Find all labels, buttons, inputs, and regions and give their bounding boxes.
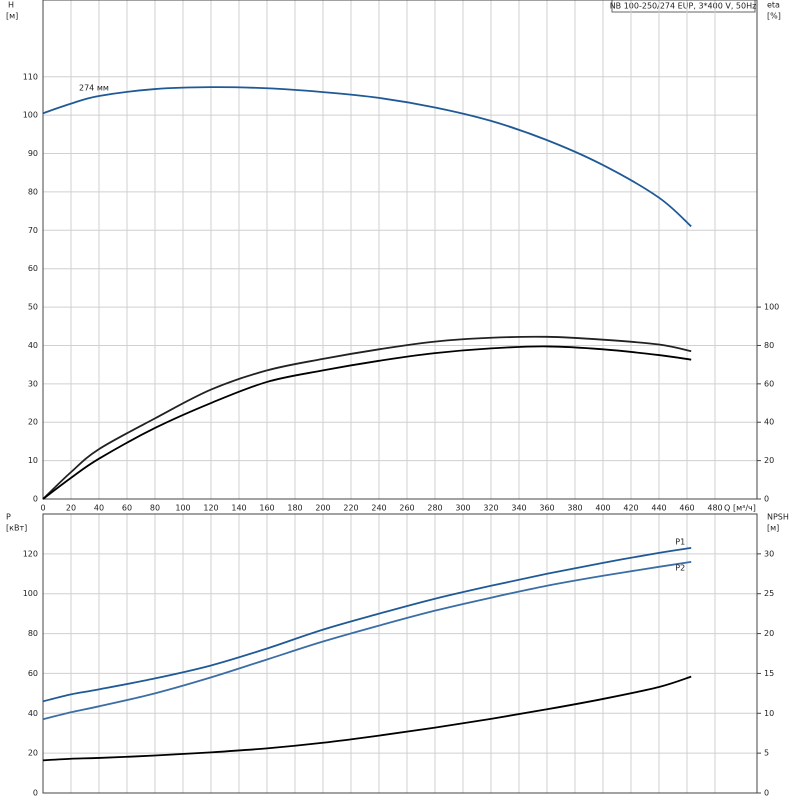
x-tick-label: 20 bbox=[66, 504, 76, 513]
x-tick-label: 340 bbox=[511, 504, 526, 513]
x-tick-label: 240 bbox=[371, 504, 386, 513]
x-tick-label: 180 bbox=[287, 504, 302, 513]
curve bbox=[42, 675, 692, 762]
x-tick-label: 200 bbox=[315, 504, 330, 513]
series-label: P2 bbox=[675, 563, 685, 572]
y2-tick-label: 0 bbox=[764, 789, 769, 798]
y2-tick-label: 0 bbox=[764, 495, 769, 504]
y-axis-unit: [кВт] bbox=[6, 524, 27, 533]
x-axis-unit: [м³/ч] bbox=[733, 504, 756, 513]
y-tick-label: 80 bbox=[28, 187, 38, 196]
y-tick-label: 80 bbox=[28, 629, 38, 638]
x-tick-label: 300 bbox=[455, 504, 470, 513]
y-tick-label: 40 bbox=[28, 341, 38, 350]
y2-tick-label: 30 bbox=[764, 549, 774, 558]
x-tick-label: 140 bbox=[231, 504, 246, 513]
series-label: P1 bbox=[675, 537, 685, 546]
y2-tick-label: 5 bbox=[764, 749, 769, 758]
y-tick-label: 30 bbox=[28, 379, 38, 388]
curve bbox=[42, 86, 692, 228]
x-tick-label: 0 bbox=[40, 504, 45, 513]
y2-axis-label: NPSH bbox=[767, 513, 789, 522]
y2-tick-label: 20 bbox=[764, 629, 774, 638]
y-tick-label: 40 bbox=[28, 709, 38, 718]
y-tick-label: 60 bbox=[28, 264, 38, 273]
x-tick-label: 440 bbox=[651, 504, 666, 513]
x-tick-label: 380 bbox=[567, 504, 582, 513]
x-tick-label: 80 bbox=[150, 504, 160, 513]
curve bbox=[42, 560, 692, 721]
x-tick-label: 360 bbox=[539, 504, 554, 513]
y-tick-label: 60 bbox=[28, 669, 38, 678]
y2-axis-label: eta bbox=[767, 1, 780, 10]
x-tick-label: 60 bbox=[122, 504, 132, 513]
curve bbox=[42, 335, 692, 500]
x-tick-label: 220 bbox=[343, 504, 358, 513]
y-axis-label: H bbox=[8, 1, 14, 10]
x-tick-label: 40 bbox=[94, 504, 104, 513]
y-tick-label: 0 bbox=[33, 789, 38, 798]
y-tick-label: 20 bbox=[28, 749, 38, 758]
y2-tick-label: 80 bbox=[764, 341, 774, 350]
chart-title: NB 100-250/274 EUP, 3*400 V, 50Hz bbox=[610, 2, 757, 11]
x-tick-label: 460 bbox=[679, 504, 694, 513]
y-tick-label: 100 bbox=[23, 589, 38, 598]
x-tick-label: 280 bbox=[427, 504, 442, 513]
curve bbox=[42, 345, 692, 500]
y2-axis-unit: [м] bbox=[767, 524, 779, 533]
x-tick-label: 400 bbox=[595, 504, 610, 513]
y2-tick-label: 15 bbox=[764, 669, 774, 678]
y-axis-unit: [м] bbox=[6, 12, 18, 21]
y2-tick-label: 60 bbox=[764, 379, 774, 388]
y-axis-label: P bbox=[6, 513, 11, 522]
y2-axis-unit: [%] bbox=[767, 12, 781, 21]
y-tick-label: 70 bbox=[28, 226, 38, 235]
y2-tick-label: 40 bbox=[764, 418, 774, 427]
curve-label: 274 мм bbox=[79, 83, 109, 92]
y-tick-label: 120 bbox=[23, 549, 38, 558]
plot-frame bbox=[42, 513, 758, 794]
y-tick-label: 50 bbox=[28, 303, 38, 312]
curve bbox=[42, 546, 692, 703]
y2-tick-label: 10 bbox=[764, 709, 774, 718]
y-tick-label: 10 bbox=[28, 456, 38, 465]
y2-tick-label: 100 bbox=[764, 303, 779, 312]
y2-tick-label: 20 bbox=[764, 456, 774, 465]
y-tick-label: 110 bbox=[23, 72, 38, 81]
x-tick-label: 260 bbox=[399, 504, 414, 513]
x-tick-label: 420 bbox=[623, 504, 638, 513]
x-tick-label: 160 bbox=[259, 504, 274, 513]
y-tick-label: 90 bbox=[28, 149, 38, 158]
title-box bbox=[611, 0, 756, 13]
x-tick-label: 100 bbox=[175, 504, 190, 513]
x-tick-label: 320 bbox=[483, 504, 498, 513]
y2-tick-label: 25 bbox=[764, 589, 774, 598]
plot-frame bbox=[42, 0, 758, 500]
y-tick-label: 20 bbox=[28, 418, 38, 427]
x-tick-label: 480 bbox=[707, 504, 722, 513]
y-tick-label: 0 bbox=[33, 495, 38, 504]
x-tick-label: 120 bbox=[203, 504, 218, 513]
x-axis-label: Q bbox=[724, 504, 730, 513]
y-tick-label: 100 bbox=[23, 111, 38, 120]
